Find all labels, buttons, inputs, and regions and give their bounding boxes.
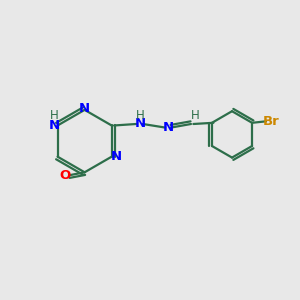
Text: N: N	[134, 118, 146, 130]
Text: N: N	[49, 119, 60, 132]
Text: H: H	[190, 109, 199, 122]
Text: H: H	[136, 109, 145, 122]
Text: N: N	[79, 102, 90, 115]
Text: N: N	[110, 150, 122, 163]
Text: N: N	[163, 121, 174, 134]
Text: O: O	[60, 169, 71, 182]
Text: H: H	[50, 110, 59, 122]
Text: Br: Br	[263, 115, 280, 128]
